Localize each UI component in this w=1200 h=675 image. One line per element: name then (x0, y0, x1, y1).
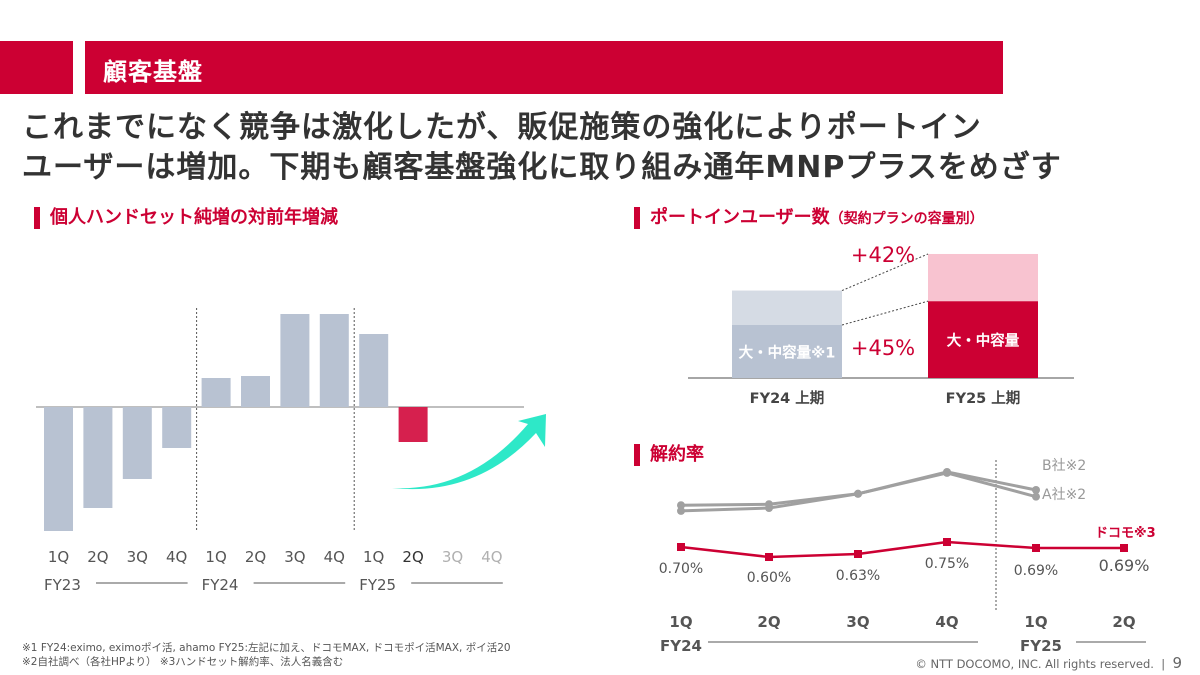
company-point (677, 506, 685, 515)
bar-7 (280, 314, 310, 407)
title-marker (34, 207, 40, 229)
docomo-point (1120, 544, 1128, 552)
growth-total-label: +42% (851, 243, 915, 267)
copyright-text: © NTT DOCOMO, INC. All rights reserved. (915, 657, 1154, 671)
x-tick-label: 4Q (166, 548, 187, 566)
section-title: 顧客基盤 (103, 58, 203, 86)
bar-2 (83, 407, 113, 508)
bar-segment-other (928, 253, 1038, 302)
page-number: 9 (1172, 654, 1182, 672)
headline-line-1: これまでになく競争は激化したが、販促施策の強化によりポートイン (22, 110, 982, 145)
x-tick-label: 1Q (205, 548, 226, 566)
chart1-title: 個人ハンドセット純増の対前年増減 (34, 203, 338, 229)
x-tick-label: 1Q (669, 613, 692, 631)
header-accent-block (0, 41, 73, 94)
x-tick-label: 1Q (363, 548, 384, 566)
docomo-point (1032, 544, 1040, 552)
x-tick-label: 4Q (324, 548, 345, 566)
x-tick-label: 3Q (442, 548, 463, 566)
upward-arrow-icon (392, 414, 546, 490)
x-tick-label: 3Q (127, 548, 148, 566)
x-tick-label: 2Q (87, 548, 108, 566)
bar-5 (201, 378, 231, 407)
x-tick-label: 4Q (481, 548, 502, 566)
title-marker (634, 207, 640, 229)
x-tick-label: 2Q (245, 548, 266, 566)
connector-total (841, 253, 929, 292)
company-point (943, 467, 951, 476)
chart3-title: 解約率 (634, 440, 704, 466)
x-tick-label: 1Q (1024, 613, 1047, 631)
footnote-2: ※2自社調べ（各社HPより） ※3ハンドセット解約率、法人名義含む (22, 656, 344, 668)
chart2-title-text: ポートインユーザー数 (650, 207, 830, 228)
company-point (1032, 492, 1040, 501)
x-tick-label: 4Q (935, 613, 958, 631)
group-label: FY25 (359, 576, 396, 594)
docomo-value-label: 0.75% (925, 556, 969, 572)
docomo-point (943, 538, 951, 546)
title-marker (634, 444, 640, 466)
docomo-point (677, 543, 685, 551)
chart3-title-text: 解約率 (650, 444, 704, 465)
series-company-b-line (680, 470, 1037, 507)
company-point (1032, 486, 1040, 494)
docomo-point (765, 553, 773, 561)
docomo-value-label: 0.70% (659, 561, 703, 577)
x-tick-label: FY24 上期 (750, 389, 825, 407)
connector-large-mid (841, 300, 929, 326)
bar-segment-other (732, 290, 842, 325)
bar-10 (398, 407, 428, 442)
legend-docomo: ドコモ※3 (1095, 526, 1156, 541)
footnotes: ※1 FY24:eximo, eximoポイ活, ahamo FY25:左記に加… (22, 641, 511, 669)
segment-label: 大・中容量※1 (739, 344, 836, 362)
x-tick-label: 2Q (402, 548, 423, 566)
x-tick-label: 2Q (1112, 613, 1135, 631)
header-banner (85, 41, 1003, 94)
chart2-title: ポートインユーザー数（契約プランの容量別） (634, 203, 984, 229)
growth-large-mid-label: +45% (851, 336, 915, 360)
bar-segment-large-mid (732, 325, 842, 378)
bar-3 (122, 407, 152, 479)
bar-1 (44, 407, 73, 531)
docomo-value-label: 0.63% (836, 568, 880, 584)
chart2-subtitle: （契約プランの容量別） (829, 211, 984, 227)
copyright: © NTT DOCOMO, INC. All rights reserved. … (915, 654, 1182, 672)
bar-4 (162, 407, 192, 448)
legend-company-b: B社※2 (1042, 458, 1086, 474)
company-point (677, 501, 685, 510)
segment-label: 大・中容量 (947, 332, 1020, 350)
group-label: FY24 (202, 576, 239, 594)
bar-segment-large-mid (928, 301, 1038, 378)
x-tick-label: 3Q (284, 548, 305, 566)
headline-line-2: ユーザーは増加。下期も顧客基盤強化に取り組み通年MNPプラスをめざす (22, 150, 1062, 185)
docomo-point (854, 550, 862, 558)
group-label: FY23 (44, 576, 81, 594)
x-tick-label: 1Q (48, 548, 69, 566)
x-tick-label: 2Q (757, 613, 780, 631)
bar-6 (241, 376, 270, 407)
series-docomo-line (680, 540, 1124, 559)
docomo-value-label: 0.60% (747, 570, 791, 586)
legend-company-a: A社※2 (1042, 487, 1086, 503)
footnote-1: ※1 FY24:eximo, eximoポイ活, ahamo FY25:左記に加… (22, 642, 511, 654)
chart1-title-text: 個人ハンドセット純増の対前年増減 (50, 207, 338, 228)
company-point (854, 489, 862, 498)
docomo-value-label: 0.69% (1014, 563, 1058, 579)
group-label-fy25: FY25 (1020, 637, 1062, 655)
bar-9 (359, 334, 389, 407)
bar-8 (319, 314, 349, 407)
x-tick-label: 3Q (846, 613, 869, 631)
headline: これまでになく競争は激化したが、販促施策の強化によりポートイン ユーザーは増加。… (22, 108, 1062, 188)
group-label-fy24: FY24 (660, 637, 702, 655)
x-tick-label: FY25 上期 (946, 389, 1021, 407)
company-point (765, 500, 773, 509)
docomo-value-label: 0.69% (1099, 556, 1150, 575)
